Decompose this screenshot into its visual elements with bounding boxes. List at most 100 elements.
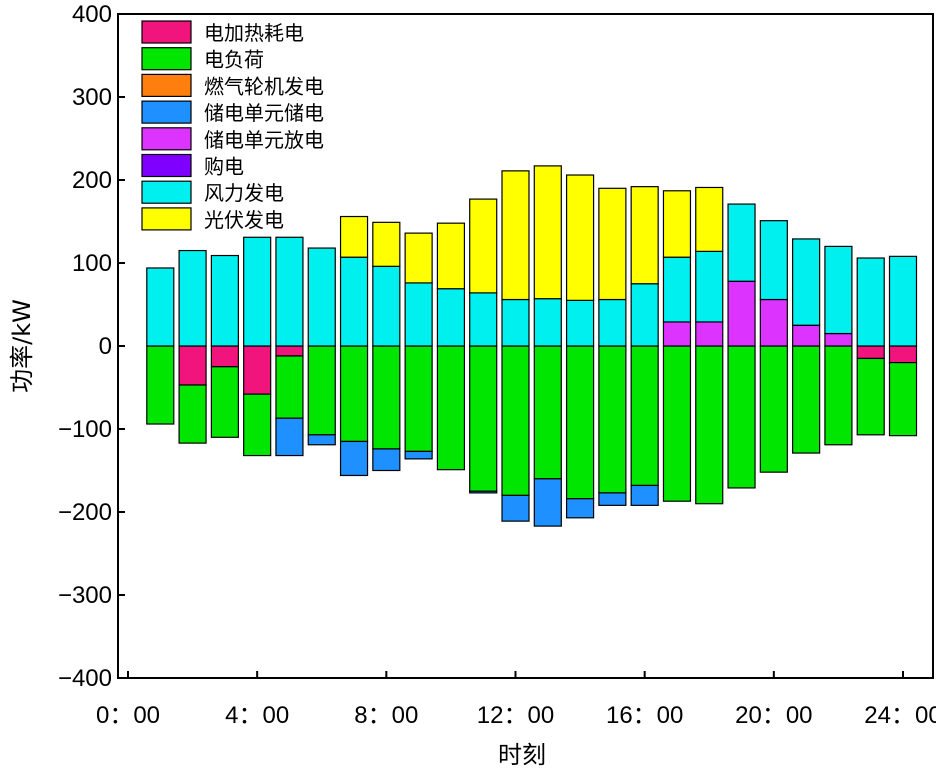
bar-7-period-7 — [339, 256, 369, 347]
bar-1-period-5 — [275, 345, 304, 357]
legend-label: 光伏发电 — [204, 208, 284, 232]
bar-7-period-5 — [275, 236, 304, 347]
legend-label: 储电单元放电 — [204, 128, 324, 152]
bar-2-period-2 — [178, 384, 207, 444]
legend-swatch — [141, 207, 192, 231]
bar-8-period-8 — [372, 221, 401, 267]
x-tick-label: 24：00 — [864, 702, 936, 729]
bar-7-period-22 — [824, 245, 853, 335]
bar-4-period-9 — [404, 450, 433, 460]
bar-2-period-13 — [533, 345, 562, 480]
bar-7-period-19 — [727, 203, 756, 282]
legend-swatch — [141, 100, 192, 124]
bar-8-period-15 — [598, 187, 627, 301]
bar-5-period-21 — [792, 324, 821, 347]
bar-2-period-14 — [565, 345, 595, 500]
y-axis-title: 功率/kW — [8, 299, 36, 393]
bar-7-period-18 — [695, 250, 724, 323]
x-axis-title: 时刻 — [498, 741, 546, 769]
bar-1-period-24 — [888, 345, 918, 364]
bar-1-period-4 — [243, 345, 272, 395]
bar-2-period-16 — [630, 345, 659, 487]
bar-8-period-11 — [469, 198, 498, 294]
y-tick-label: 400 — [72, 1, 112, 28]
bar-8-period-12 — [501, 170, 530, 301]
bar-1-period-3 — [210, 345, 239, 368]
bar-2-period-24 — [888, 362, 918, 437]
y-tick-label: −200 — [58, 499, 112, 526]
bar-2-period-18 — [695, 345, 724, 505]
bar-4-period-11 — [469, 490, 498, 494]
x-tick-label: 12：00 — [477, 702, 554, 729]
legend-swatch — [141, 127, 192, 151]
bar-2-period-7 — [339, 345, 369, 443]
bar-2-period-9 — [404, 345, 433, 453]
bar-2-period-23 — [856, 357, 885, 436]
y-tick-label: 0 — [99, 333, 112, 360]
bar-7-period-4 — [243, 236, 272, 347]
legend-label: 电加热耗电 — [204, 21, 304, 45]
bar-4-period-12 — [501, 494, 530, 522]
axes-layer: −400 −300 −200 −100 0 100 200 300 400 0：00 4：00 8：0… — [58, 1, 936, 729]
bar-7-period-9 — [404, 282, 433, 347]
bar-2-period-12 — [501, 345, 530, 496]
bar-7-period-2 — [178, 249, 207, 347]
bar-2-period-20 — [759, 345, 788, 473]
bar-8-period-18 — [695, 186, 724, 252]
bar-2-period-6 — [307, 345, 336, 436]
x-tick-label: 8：00 — [354, 702, 418, 729]
bar-7-period-12 — [501, 298, 530, 347]
bar-7-period-1 — [146, 267, 175, 347]
bar-5-period-19 — [727, 280, 756, 347]
x-tick-label: 0：00 — [96, 702, 160, 729]
bar-7-period-15 — [598, 298, 627, 347]
bars-layer — [146, 165, 918, 527]
bar-7-period-14 — [565, 299, 595, 347]
bar-7-period-3 — [210, 254, 239, 347]
bar-7-period-20 — [759, 220, 788, 301]
bar-2-period-3 — [210, 366, 239, 438]
x-tick-label: 4：00 — [225, 702, 289, 729]
bar-7-period-11 — [469, 292, 498, 347]
bar-2-period-11 — [469, 345, 498, 492]
bar-1-period-2 — [178, 345, 207, 386]
bar-7-period-10 — [436, 288, 466, 347]
bar-2-period-5 — [275, 355, 304, 419]
y-tick-label: 100 — [72, 250, 112, 277]
legend-swatch — [141, 73, 192, 98]
bar-7-period-6 — [307, 247, 336, 347]
bar-7-period-23 — [856, 257, 885, 347]
x-tick-label: 16：00 — [606, 702, 683, 729]
bar-7-period-21 — [792, 238, 821, 326]
y-tick-label: −100 — [58, 416, 112, 443]
bar-4-period-13 — [533, 478, 562, 527]
y-tick-label: 200 — [72, 167, 112, 194]
bar-4-period-7 — [339, 440, 369, 477]
bar-2-period-1 — [146, 345, 175, 425]
bar-8-period-10 — [436, 222, 466, 290]
bar-4-period-15 — [598, 492, 627, 506]
bar-5-period-22 — [824, 332, 853, 347]
legend-label: 储电单元储电 — [204, 101, 324, 125]
bar-2-period-22 — [824, 345, 853, 446]
bar-8-period-9 — [404, 232, 433, 284]
bar-2-period-19 — [727, 345, 756, 489]
y-tick-label: −400 — [58, 665, 112, 692]
bar-4-period-5 — [275, 417, 304, 457]
bar-7-period-17 — [662, 256, 692, 323]
bar-4-period-6 — [307, 434, 336, 446]
bar-2-period-8 — [372, 345, 401, 450]
bar-2-period-17 — [662, 345, 692, 502]
legend-label: 风力发电 — [204, 181, 284, 205]
y-tick-label: −300 — [58, 582, 112, 609]
bar-7-period-13 — [533, 298, 562, 347]
bar-2-period-21 — [792, 345, 821, 454]
bar-4-period-8 — [372, 448, 401, 472]
bar-8-period-7 — [339, 215, 369, 258]
x-tick-label: 20：00 — [735, 702, 812, 729]
bar-8-period-16 — [630, 186, 659, 285]
bar-5-period-20 — [759, 298, 788, 347]
legend-label: 电负荷 — [204, 48, 264, 72]
